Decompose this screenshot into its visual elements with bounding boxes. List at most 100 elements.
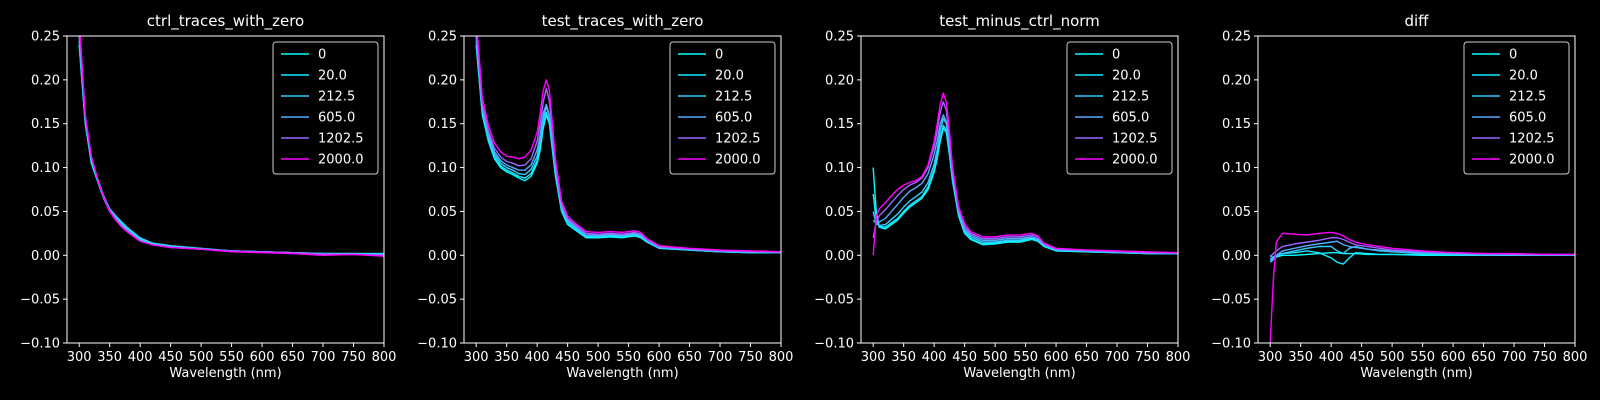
y-tick-label: 0.10 — [428, 161, 457, 176]
chart-title: ctrl_traces_with_zero — [147, 12, 304, 31]
y-tick-label: 0.15 — [1222, 117, 1251, 132]
x-tick-label: 350 — [97, 350, 122, 365]
series-line-2 — [1269, 245, 1575, 263]
legend-label: 0 — [1509, 48, 1517, 63]
x-tick-label: 750 — [1135, 350, 1160, 365]
series-line-5 — [79, 36, 384, 257]
y-tick-label: −0.05 — [1211, 293, 1251, 308]
x-axis-label: Wavelength (nm) — [963, 366, 1075, 381]
x-tick-label: 450 — [1349, 350, 1374, 365]
series-group — [78, 36, 384, 257]
x-tick-label: 400 — [525, 350, 550, 365]
x-tick-label: 800 — [1166, 350, 1191, 365]
legend: 0 20.0 212.5 605.0 1202.5 2000.0 — [1463, 41, 1570, 175]
plot-frame — [1257, 35, 1576, 344]
legend-label: 1202.5 — [318, 132, 364, 147]
x-tick-label: 550 — [219, 350, 244, 365]
y-tick-label: −0.05 — [814, 293, 854, 308]
legend-label: 0 — [1112, 48, 1120, 63]
legend: 0 20.0 212.5 605.0 1202.5 2000.0 — [669, 41, 776, 175]
legend-label: 605.0 — [1112, 111, 1149, 126]
x-tick-label: 500 — [1380, 350, 1405, 365]
legend-label: 2000.0 — [1509, 153, 1555, 168]
legend-label: 2000.0 — [715, 153, 761, 168]
legend-label: 20.0 — [318, 69, 347, 84]
x-tick-label: 350 — [1288, 350, 1313, 365]
y-tick-label: 0.10 — [825, 161, 854, 176]
legend-label: 1202.5 — [1509, 132, 1555, 147]
legend-label: 0 — [715, 48, 723, 63]
y-tick-label: 0.10 — [1222, 161, 1251, 176]
x-tick-label: 700 — [1502, 350, 1527, 365]
legend: 0 20.0 212.5 605.0 1202.5 2000.0 — [1066, 41, 1173, 175]
legend-label: 20.0 — [1509, 69, 1538, 84]
x-tick-label: 650 — [280, 350, 305, 365]
y-tick-label: 0.20 — [428, 73, 457, 88]
y-tick-label: 0.00 — [428, 249, 457, 264]
x-tick-label: 700 — [311, 350, 336, 365]
x-tick-label: 450 — [158, 350, 183, 365]
legend-label: 605.0 — [318, 111, 355, 126]
x-tick-label: 550 — [1410, 350, 1435, 365]
x-tick-label: 750 — [341, 350, 366, 365]
x-tick-label: 700 — [1105, 350, 1130, 365]
y-tick-label: 0.15 — [428, 117, 457, 132]
x-tick-label: 300 — [1258, 350, 1283, 365]
x-tick-label: 500 — [586, 350, 611, 365]
plot-frame — [860, 35, 1179, 344]
y-tick-label: 0.25 — [1222, 30, 1251, 45]
series-group — [872, 92, 1178, 256]
x-axis-label: Wavelength (nm) — [169, 366, 281, 381]
y-tick-label: 0.05 — [825, 205, 854, 220]
y-tick-label: −0.10 — [814, 337, 854, 352]
series-line-5 — [872, 92, 1178, 256]
y-tick-label: −0.10 — [417, 337, 457, 352]
legend: 0 20.0 212.5 605.0 1202.5 2000.0 — [272, 41, 379, 175]
y-tick-label: 0.00 — [1222, 249, 1251, 264]
y-tick-label: −0.05 — [417, 293, 457, 308]
chart-panel-2: 0.25 0.20 0.15 0.10 0.05 0.00 −0.05 −0.10 300 350… — [814, 12, 1190, 381]
x-tick-label: 450 — [555, 350, 580, 365]
y-tick-label: 0.05 — [1222, 205, 1251, 220]
x-tick-label: 700 — [708, 350, 733, 365]
y-tick-label: 0.15 — [825, 117, 854, 132]
legend-label: 605.0 — [715, 111, 752, 126]
series-line-5 — [476, 36, 781, 253]
x-tick-label: 550 — [616, 350, 641, 365]
y-tick-label: −0.05 — [20, 293, 60, 308]
x-tick-label: 650 — [677, 350, 702, 365]
x-tick-label: 600 — [1441, 350, 1466, 365]
legend-label: 212.5 — [1509, 90, 1546, 105]
x-axis-label: Wavelength (nm) — [566, 366, 678, 381]
chart-panel-1: 0.25 0.20 0.15 0.10 0.05 0.00 −0.05 −0.10 300 350… — [417, 12, 793, 381]
y-tick-label: −0.10 — [20, 337, 60, 352]
series-line-5 — [1269, 231, 1575, 343]
y-tick-label: 0.20 — [31, 73, 60, 88]
legend-label: 605.0 — [1509, 111, 1546, 126]
x-tick-label: 350 — [891, 350, 916, 365]
chart-title: test_minus_ctrl_norm — [939, 12, 1100, 31]
y-tick-label: 0.05 — [428, 205, 457, 220]
chart-panel-0: 0.25 0.20 0.15 0.10 0.05 0.00 −0.05 −0.10 300 350… — [20, 12, 396, 381]
x-tick-label: 500 — [983, 350, 1008, 365]
x-tick-label: 800 — [372, 350, 397, 365]
series-line-3 — [1269, 240, 1575, 262]
x-tick-label: 550 — [1013, 350, 1038, 365]
y-tick-label: 0.25 — [428, 30, 457, 45]
x-tick-label: 500 — [189, 350, 214, 365]
x-tick-label: 750 — [738, 350, 763, 365]
x-tick-label: 350 — [494, 350, 519, 365]
legend-label: 20.0 — [1112, 69, 1141, 84]
x-tick-label: 800 — [1563, 350, 1588, 365]
x-tick-label: 750 — [1532, 350, 1557, 365]
x-tick-label: 600 — [647, 350, 672, 365]
y-tick-label: 0.15 — [31, 117, 60, 132]
x-tick-label: 300 — [861, 350, 886, 365]
series-line-3 — [872, 114, 1178, 255]
y-tick-label: −0.10 — [1211, 337, 1251, 352]
y-tick-label: 0.00 — [825, 249, 854, 264]
legend-label: 20.0 — [715, 69, 744, 84]
x-tick-label: 400 — [128, 350, 153, 365]
chart-title: test_traces_with_zero — [542, 12, 704, 31]
